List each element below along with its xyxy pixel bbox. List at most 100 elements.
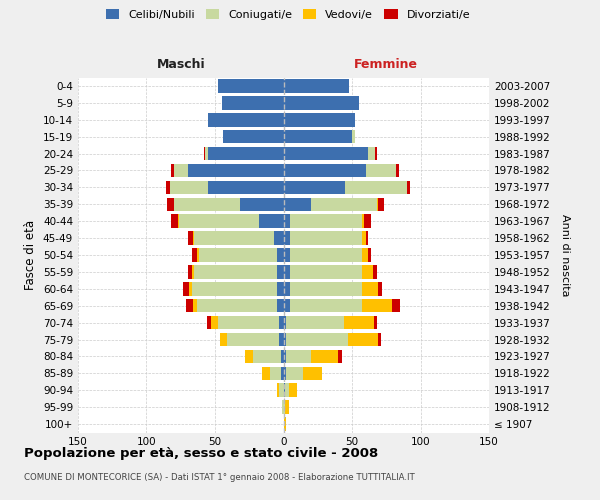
Bar	[286, 350, 311, 363]
Bar	[368, 248, 371, 262]
Bar	[174, 164, 188, 177]
Bar	[374, 316, 377, 330]
Bar	[284, 79, 349, 92]
Bar	[284, 147, 368, 160]
Bar	[286, 316, 344, 330]
Bar	[284, 164, 366, 177]
Bar	[284, 214, 290, 228]
Bar	[284, 232, 290, 245]
Bar	[174, 198, 239, 211]
Bar	[362, 299, 392, 312]
Bar	[197, 248, 199, 262]
Bar	[194, 232, 274, 245]
Legend: Celibi/Nubili, Coniugati/e, Vedovi/e, Divorziati/e: Celibi/Nubili, Coniugati/e, Vedovi/e, Di…	[103, 6, 473, 23]
Bar	[208, 113, 284, 126]
Bar	[218, 79, 284, 92]
Bar	[285, 384, 289, 397]
Bar	[227, 333, 280, 346]
Bar	[362, 282, 378, 296]
Bar	[284, 130, 352, 143]
Bar	[348, 333, 378, 346]
Bar	[262, 366, 270, 380]
Bar	[170, 180, 208, 194]
Bar	[362, 265, 373, 278]
Bar	[194, 265, 277, 278]
Bar	[302, 366, 322, 380]
Bar	[284, 282, 290, 296]
Bar	[378, 333, 381, 346]
Bar	[192, 248, 197, 262]
Bar	[284, 96, 359, 110]
Bar	[274, 232, 284, 245]
Bar	[352, 130, 355, 143]
Bar	[171, 214, 178, 228]
Bar	[364, 214, 371, 228]
Bar	[284, 180, 345, 194]
Bar	[184, 282, 189, 296]
Bar	[282, 400, 284, 414]
Bar	[245, 350, 253, 363]
Bar	[362, 248, 368, 262]
Bar	[284, 418, 286, 431]
Bar	[289, 384, 297, 397]
Bar	[220, 333, 227, 346]
Bar	[392, 299, 400, 312]
Bar	[211, 316, 218, 330]
Bar	[207, 316, 211, 330]
Bar	[284, 384, 285, 397]
Bar	[239, 198, 284, 211]
Bar	[290, 299, 362, 312]
Bar	[223, 130, 284, 143]
Bar	[179, 214, 259, 228]
Bar	[290, 214, 362, 228]
Bar	[284, 400, 285, 414]
Bar	[284, 248, 290, 262]
Bar	[277, 384, 280, 397]
Bar	[281, 350, 284, 363]
Bar	[280, 316, 284, 330]
Bar	[284, 350, 286, 363]
Bar	[192, 265, 194, 278]
Bar	[284, 198, 311, 211]
Bar	[366, 164, 396, 177]
Bar	[290, 248, 362, 262]
Bar	[188, 232, 193, 245]
Bar	[270, 366, 281, 380]
Bar	[284, 366, 286, 380]
Bar	[188, 265, 192, 278]
Bar	[284, 265, 290, 278]
Bar	[166, 180, 170, 194]
Bar	[290, 232, 362, 245]
Bar	[284, 299, 290, 312]
Bar	[286, 366, 302, 380]
Text: Popolazione per età, sesso e stato civile - 2008: Popolazione per età, sesso e stato civil…	[24, 448, 378, 460]
Bar	[205, 147, 208, 160]
Bar	[290, 265, 362, 278]
Bar	[281, 366, 284, 380]
Bar	[284, 333, 286, 346]
Bar	[277, 265, 284, 278]
Bar	[222, 96, 284, 110]
Bar	[178, 214, 179, 228]
Bar	[204, 147, 205, 160]
Text: COMUNE DI MONTECORICE (SA) - Dati ISTAT 1° gennaio 2008 - Elaborazione TUTTITALI: COMUNE DI MONTECORICE (SA) - Dati ISTAT …	[24, 472, 415, 482]
Bar	[208, 147, 284, 160]
Bar	[311, 350, 338, 363]
Bar	[280, 333, 284, 346]
Bar	[199, 248, 277, 262]
Bar	[290, 282, 362, 296]
Bar	[368, 147, 375, 160]
Bar	[167, 198, 174, 211]
Bar	[311, 198, 377, 211]
Bar	[373, 265, 377, 278]
Bar	[285, 400, 289, 414]
Bar	[277, 299, 284, 312]
Bar	[286, 333, 348, 346]
Bar	[208, 180, 284, 194]
Bar	[188, 164, 284, 177]
Bar	[284, 113, 355, 126]
Bar	[277, 248, 284, 262]
Bar	[186, 299, 193, 312]
Bar	[378, 198, 383, 211]
Bar	[378, 282, 382, 296]
